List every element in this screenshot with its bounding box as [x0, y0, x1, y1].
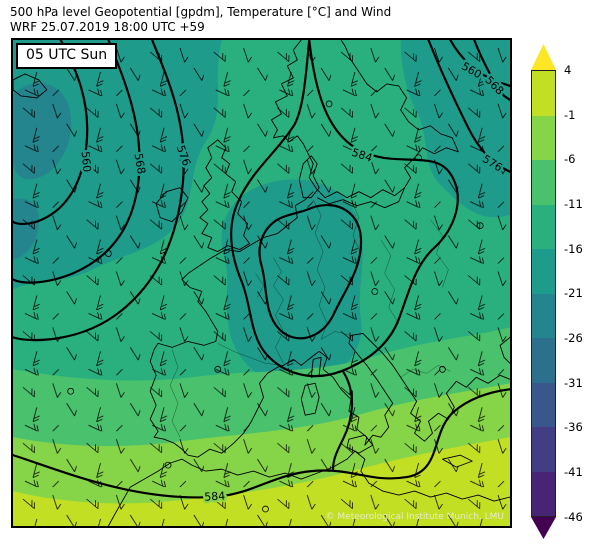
colorbar-tick-label: -21 [564, 286, 583, 300]
colorbar-tick-label: -31 [564, 376, 583, 390]
colorbar-tick-label: -11 [564, 197, 583, 211]
contour-576-northwest [13, 40, 185, 342]
weather-map-canvas: 560 568 576 584 560 568 576 584 [13, 40, 510, 526]
colorbar-segment [532, 249, 555, 294]
map-panel: 560 568 576 584 560 568 576 584 05 UTC S… [11, 38, 512, 528]
figure-subtitle: WRF 25.07.2019 18:00 UTC +59 [10, 20, 205, 34]
calm-wind-icon [67, 387, 75, 395]
colorbar-tick-label: -36 [564, 420, 583, 434]
colorbar-segment [532, 382, 555, 427]
colorbar-segment [532, 427, 555, 472]
contour-inner-loop [258, 204, 363, 340]
calm-wind-icon [439, 365, 446, 373]
contour-label-568-nw: 568 [132, 152, 148, 175]
colorbar-tick-label: -6 [564, 152, 576, 166]
calm-wind-icon [476, 222, 484, 230]
colorbar-arrow-down-icon [531, 517, 556, 539]
colorbar-tick-label: -16 [564, 242, 583, 256]
contour-576-northeast [427, 40, 510, 173]
calm-wind-icon [262, 505, 269, 513]
figure-title: 500 hPa level Geopotential [gpdm], Tempe… [10, 5, 392, 19]
colorbar-segment [532, 71, 555, 116]
calm-wind-icon [214, 365, 222, 373]
contour-568-northeast [473, 40, 510, 101]
colorbar-segment [532, 338, 555, 383]
contour-label-560-nw: 560 [79, 151, 94, 173]
calm-wind-icon [164, 461, 172, 469]
colorbar-segment [532, 160, 555, 205]
contour-584-loop [230, 40, 459, 378]
colorbar-arrow-up-icon [531, 44, 556, 70]
colorbar-segment [532, 115, 555, 160]
contour-560-northeast [449, 40, 510, 88]
colorbar-tick-label: -41 [564, 465, 583, 479]
contour-560-northwest [13, 40, 89, 226]
geopotential-contours-layer [13, 40, 510, 499]
colorbar-tick-label: -1 [564, 108, 576, 122]
contour-584-south [13, 388, 510, 499]
contour-label-584-south: 584 [204, 489, 226, 503]
colorbar-segment [532, 293, 555, 338]
colorbar-segment [532, 471, 555, 516]
colorbar-segment [532, 204, 555, 249]
wind-barbs-layer [13, 40, 510, 526]
calm-wind-icon [325, 100, 333, 108]
calm-wind-icon [371, 288, 379, 295]
figure-header: 500 hPa level Geopotential [gpdm], Tempe… [10, 5, 391, 35]
watermark-text: © Meteorological Institute Munich, LMU [325, 512, 504, 522]
contour-italy-trough [331, 370, 354, 471]
calm-wind-circles [67, 100, 484, 513]
colorbar-tick-label: 4 [564, 63, 572, 77]
colorbar-tick-label: -46 [564, 510, 583, 524]
colorbar-tick-label: -26 [564, 331, 583, 345]
contour-568-northwest [13, 40, 141, 284]
valid-time-badge: 05 UTC Sun [16, 43, 118, 69]
colorbar-scale [531, 70, 556, 517]
temperature-colorbar: 4 -1 -6 -11 -16 -21 -26 -31 -36 -41 -46 [531, 44, 603, 544]
wind-barbs-field [13, 40, 510, 526]
